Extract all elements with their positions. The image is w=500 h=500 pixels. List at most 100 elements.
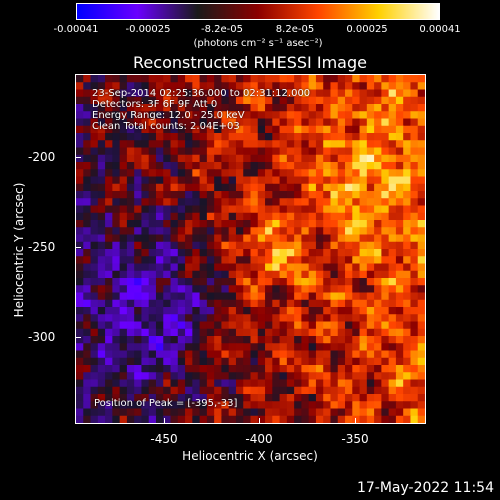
heatmap-cell [83,299,92,308]
heatmap-cell [257,307,266,315]
heatmap-cell [323,278,332,286]
heatmap-cell [345,198,353,207]
heatmap-cell [388,386,397,395]
heatmap-cell [170,111,179,120]
heatmap-cell [243,314,252,323]
heatmap-cell [323,191,332,199]
heatmap-cell [272,299,281,308]
heatmap-cell [286,227,295,236]
heatmap-cell [388,415,397,423]
heatmap-cell [381,321,390,330]
heatmap-cell [294,401,302,410]
heatmap-cell [214,379,223,388]
heatmap-cell [97,357,106,366]
heatmap-cell [374,328,382,337]
heatmap-cell [294,191,302,199]
heatmap-cell [199,249,208,257]
heatmap-cell [395,89,404,98]
heatmap-cell [308,89,317,98]
heatmap-cell [119,140,128,149]
heatmap-cell [323,408,332,417]
heatmap-cell [257,82,266,91]
heatmap-cell [228,75,237,83]
heatmap-cell [381,82,390,91]
heatmap-cell [286,365,295,373]
heatmap-cell [163,379,172,388]
heatmap-cell [163,278,172,286]
heatmap-cell [279,401,288,410]
heatmap-cell [265,365,273,373]
heatmap-cell [265,205,273,214]
heatmap-cell [417,111,425,120]
heatmap-cell [330,408,339,417]
heatmap-cell [105,227,113,236]
heatmap-cell [199,415,208,423]
heatmap-cell [345,220,353,228]
heatmap-cell [308,169,317,178]
heatmap-cell [374,336,382,344]
heatmap-cell [308,415,317,423]
heatmap-cell [235,104,244,112]
heatmap-cell [185,350,193,359]
heatmap-cell [141,104,150,112]
heatmap-cell [155,394,164,402]
heatmap-cell [243,75,252,83]
heatmap-cell [76,256,84,265]
heatmap-cell [257,321,266,330]
heatmap-cell [301,169,310,178]
heatmap-cell [243,96,252,105]
heatmap-cell [76,415,84,423]
heatmap-cell [112,147,121,156]
heatmap-cell [345,75,353,83]
heatmap-cell [199,176,208,185]
heatmap-cell [374,401,382,410]
heatmap-cell [185,241,193,250]
heatmap-cell [134,328,143,337]
heatmap-cell [388,299,397,308]
heatmap-cell [294,415,302,423]
heatmap-cell [395,140,404,149]
heatmap-cell [315,270,324,279]
heatmap-cell [214,270,223,279]
heatmap-cell [272,220,281,228]
heatmap-cell [374,234,382,243]
heatmap-cell [119,321,128,330]
heatmap-cell [199,96,208,105]
heatmap-cell [272,140,281,149]
heatmap-cell [141,140,150,149]
heatmap-cell [199,212,208,221]
heatmap-cell [345,140,353,149]
heatmap-cell [315,147,324,156]
heatmap-cell [105,270,113,279]
heatmap-cell [134,415,143,423]
heatmap-cell [265,227,273,236]
heatmap-cell [105,241,113,250]
heatmap-cell [345,292,353,301]
heatmap-cell [279,191,288,199]
heatmap-cell [337,104,346,112]
heatmap-cell [337,75,346,83]
heatmap-cell [257,212,266,221]
heatmap-cell [257,89,266,98]
heatmap-cell [221,96,230,105]
heatmap-cell [170,408,179,417]
heatmap-cell [105,336,113,344]
heatmap-cell [112,169,121,178]
heatmap-cell [250,198,259,207]
heatmap-cell [126,227,135,236]
heatmap-cell [366,111,375,120]
colorbar-units: (photons cm⁻² s⁻¹ asec⁻²) [193,38,323,49]
heatmap-cell [257,394,266,402]
heatmap-cell [417,89,425,98]
heatmap-cell [395,321,404,330]
heatmap-cell [286,307,295,315]
heatmap-cell [330,227,339,236]
heatmap-cell [388,220,397,228]
heatmap-cell [112,162,121,170]
heatmap-cell [221,212,230,221]
heatmap-cell [294,198,302,207]
heatmap-cell [323,176,332,185]
heatmap-cell [410,394,419,402]
heatmap-cell [235,205,244,214]
heatmap-cell [388,343,397,352]
